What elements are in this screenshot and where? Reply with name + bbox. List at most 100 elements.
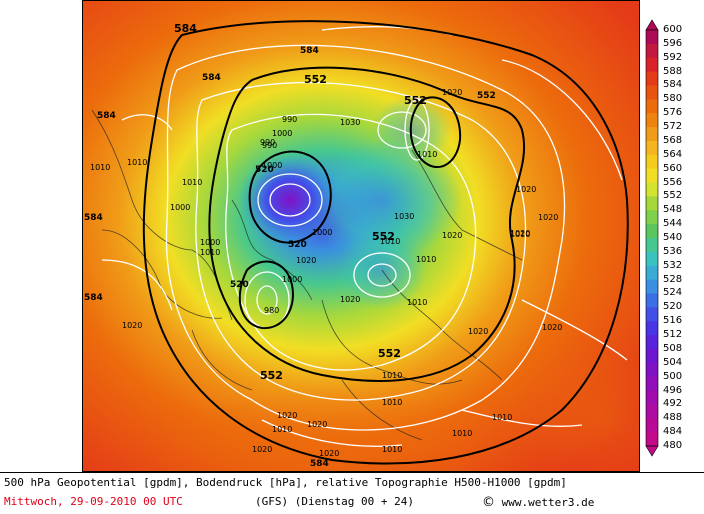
geopotential-label: 584	[84, 293, 103, 303]
colorbar-outline	[645, 29, 659, 447]
geopotential-label: 520	[230, 280, 249, 290]
geopotential-contours	[142, 20, 629, 465]
colorbar-tick-label: 528	[663, 273, 683, 285]
colorbar-tick-label: 480	[663, 440, 683, 451]
colorbar-swatch	[646, 154, 658, 170]
colorbar-tick-label: 556	[663, 176, 683, 188]
pressure-label: 1010	[452, 429, 472, 438]
geopotential-label: 552	[378, 347, 401, 360]
pressure-label: 1020	[468, 327, 488, 336]
geopotential-label: 552	[477, 91, 496, 101]
colorbar-swatch	[646, 362, 658, 378]
colorbar-swatch	[646, 321, 658, 336]
colorbar-tick-label: 576	[663, 107, 683, 119]
colorbar-swatch	[646, 238, 658, 253]
colorbar-tick-label: 508	[663, 342, 683, 354]
colorbar-tick-label: 584	[663, 79, 683, 91]
colorbar-swatch	[646, 99, 658, 114]
weather-map: 584 584 584 584 584 584 552 552 552 552 …	[82, 0, 640, 472]
pressure-label: 1020	[252, 445, 272, 454]
pressure-label: 1000	[272, 129, 292, 138]
colorbar-swatch	[646, 348, 658, 364]
colorbar-swatch	[646, 113, 658, 128]
colorbar-swatch	[646, 265, 658, 281]
pressure-label: 1020	[122, 321, 142, 330]
geopotential-label: 584	[97, 111, 116, 121]
colorbar-tick-label: 504	[663, 356, 683, 368]
colorbar-tick-label: 532	[663, 259, 683, 271]
pressure-label: 1020	[340, 295, 360, 304]
colorbar-legend: 600 596 592 588 584 580 576 572 568 564 560 556 552 5…	[640, 0, 704, 472]
colorbar-tick-label: 540	[663, 232, 683, 243]
colorbar-tick-label: 580	[663, 93, 683, 105]
colorbar-swatch	[646, 404, 658, 419]
pressure-label: 1010	[90, 163, 110, 172]
colorbar-tick-label: 560	[663, 162, 683, 174]
colorbar-swatch	[646, 43, 658, 59]
colorbar-tick-label: 548	[663, 204, 683, 216]
colorbar-swatch	[646, 210, 658, 225]
geopotential-label: 584	[202, 73, 221, 83]
pressure-label: 1030	[394, 212, 414, 221]
colorbar-tick-label: 564	[663, 148, 683, 160]
colorbar-swatch	[646, 432, 658, 447]
colorbar-tick-label: 600	[663, 24, 683, 35]
pressure-label: 1020	[538, 213, 558, 222]
isobars	[101, 26, 628, 447]
footer-title: 500 hPa Geopotential [gpdm], Bodendruck …	[4, 476, 567, 489]
geopotential-label: 584	[300, 46, 319, 56]
pressure-label: 1030	[340, 118, 360, 127]
pressure-label: 1010	[382, 445, 402, 454]
colorbar-tick-label: 596	[663, 37, 683, 49]
pressure-label: 1010	[382, 371, 402, 380]
colorbar-tick-label: 552	[663, 190, 683, 202]
footer-site[interactable]: © www.wetter3.de	[482, 495, 594, 510]
pressure-label: 1010	[182, 178, 202, 187]
colorbar-tick-label: 488	[663, 412, 683, 424]
pressure-label: 1010	[200, 248, 220, 257]
pressure-label: 990	[282, 115, 297, 124]
colorbar-swatch	[646, 279, 658, 294]
colorbar-tick-label: 544	[663, 218, 683, 230]
colorbar-tick-label: 592	[663, 51, 683, 63]
footer-model: (GFS) (Dienstag 00 + 24)	[255, 495, 414, 508]
colorbar-tick-label: 536	[663, 245, 683, 257]
colorbar-tick-label: 500	[663, 370, 683, 382]
colorbar-swatch	[646, 85, 658, 100]
colorbar-tick-label: 588	[663, 65, 683, 77]
pressure-label: 1020	[510, 229, 530, 238]
colorbar-swatch	[646, 57, 658, 73]
map-canvas: 584 584 584 584 584 584 552 552 552 552 …	[82, 0, 640, 472]
geopotential-label: 584	[174, 22, 197, 35]
colorbar-swatch	[646, 418, 658, 433]
geopotential-label: 552	[404, 94, 427, 107]
colorbar-swatch	[646, 224, 658, 239]
geopotential-label: 584	[84, 213, 103, 223]
colorbar-swatch	[646, 390, 658, 405]
pressure-label: 1020	[516, 185, 536, 194]
geopotential-label: 552	[304, 73, 327, 86]
pressure-label: 1020	[442, 88, 462, 97]
geopotential-label: 584	[310, 459, 329, 469]
colorbar-bottom-arrow	[645, 445, 659, 457]
pressure-label: 1010	[407, 298, 427, 307]
pressure-label: 1010	[382, 398, 402, 407]
colorbar-tick-label: 516	[663, 315, 683, 327]
colorbar-swatch	[646, 335, 658, 350]
pressure-label: 1020	[319, 449, 339, 458]
map-border	[82, 0, 640, 472]
colorbar-swatch	[646, 127, 658, 142]
pressure-label: 1000	[282, 275, 302, 284]
pressure-label: 1020	[442, 231, 462, 240]
pressure-label: 1010	[510, 230, 530, 239]
colorbar-tick-label: 512	[663, 329, 683, 341]
colorbar-swatch	[646, 140, 658, 156]
colorbar-swatch	[646, 168, 658, 184]
site-link[interactable]: www.wetter3.de	[501, 496, 595, 509]
pressure-label: 990	[262, 141, 277, 150]
pressure-label: 1000	[262, 161, 282, 170]
colorbar-top-arrow	[645, 19, 659, 31]
colorbar-tick-label: 492	[663, 398, 683, 410]
geopotential-label: 552	[372, 230, 395, 243]
